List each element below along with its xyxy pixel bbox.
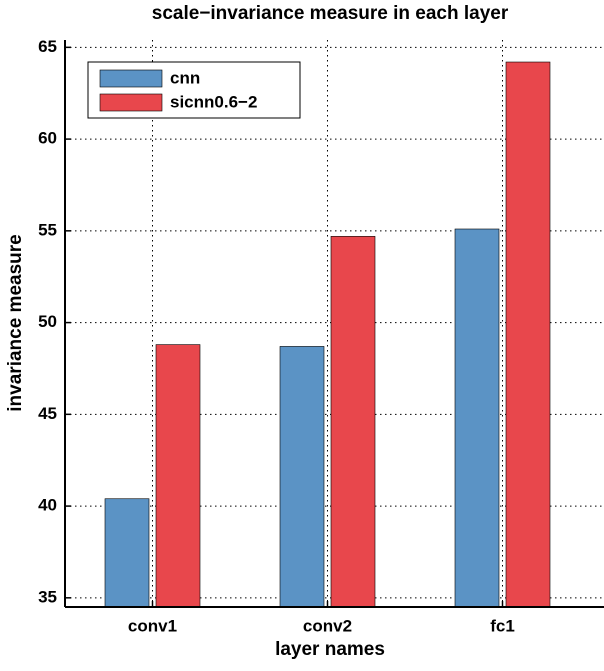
x-tick-label: conv1: [128, 616, 177, 635]
x-tick-label: fc1: [490, 616, 515, 635]
y-axis-label: invariance measure: [5, 234, 26, 411]
legend-swatch: [99, 69, 163, 88]
y-tick-label: 60: [38, 129, 57, 148]
y-tick-label: 55: [38, 220, 57, 239]
bar: [330, 236, 376, 608]
y-tick-label: 50: [38, 312, 57, 331]
y-tick-label: 45: [38, 404, 57, 423]
x-tick-label: conv2: [303, 616, 352, 635]
chart-title: scale−invariance measure in each layer: [152, 3, 509, 24]
y-tick-label: 35: [38, 587, 57, 606]
x-axis-label: layer names: [275, 639, 385, 660]
y-tick-label: 65: [38, 37, 57, 56]
y-tick-label: 40: [38, 496, 57, 515]
legend-swatch: [99, 93, 163, 112]
bar: [505, 61, 551, 608]
bar: [279, 346, 325, 608]
bar: [104, 498, 150, 608]
bar: [454, 228, 500, 608]
legend-label: sicnn0.6−2: [170, 92, 257, 111]
legend-label: cnn: [170, 68, 200, 87]
bar: [155, 344, 201, 608]
